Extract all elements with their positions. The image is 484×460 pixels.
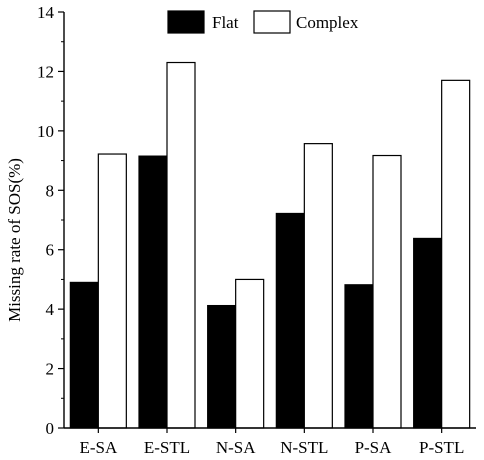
x-tick-label: P-SA: [355, 438, 393, 457]
bar-complex-n-sa: [235, 278, 265, 429]
bar-flat-e-stl: [138, 155, 168, 429]
bar-complex-e-sa: [97, 153, 127, 429]
x-tick-label: E-SA: [79, 438, 118, 457]
y-tick-label: 10: [37, 122, 54, 141]
y-tick-label: 2: [46, 360, 55, 379]
y-tick-label: 8: [46, 181, 55, 200]
y-axis-title: Missing rate of SOS(%): [5, 158, 24, 322]
bar-flat-n-sa: [207, 304, 237, 429]
y-tick-label: 14: [37, 3, 55, 22]
bar-flat-p-sa: [344, 284, 374, 429]
plot-area: E-SA E-STL N-SA N-STL P-SA P-STL 0 2 4 6 8 10 12 14: [37, 3, 476, 457]
bar-complex-n-stl: [303, 143, 333, 429]
bar-flat-p-stl: [413, 237, 443, 429]
bar-flat-n-stl: [275, 212, 305, 429]
bar-complex-p-stl: [441, 79, 471, 429]
y-tick-label: 12: [37, 62, 54, 81]
y-tick-label: 4: [46, 300, 55, 319]
bar-complex-p-sa: [372, 154, 402, 429]
legend-label-flat: Flat: [212, 13, 239, 32]
y-tick-label: 0: [46, 419, 55, 438]
y-tick-label: 6: [46, 241, 55, 260]
legend: Flat Complex: [167, 10, 359, 34]
legend-label-complex: Complex: [296, 13, 359, 32]
x-tick-label: P-STL: [419, 438, 464, 457]
x-tick-label: N-STL: [280, 438, 328, 457]
legend-swatch-flat: [167, 10, 205, 34]
bar-flat-e-sa: [69, 281, 99, 429]
x-tick-label: E-STL: [144, 438, 190, 457]
x-tick-label: N-SA: [216, 438, 256, 457]
legend-swatch-complex: [253, 10, 291, 34]
bar-complex-e-stl: [166, 61, 196, 429]
